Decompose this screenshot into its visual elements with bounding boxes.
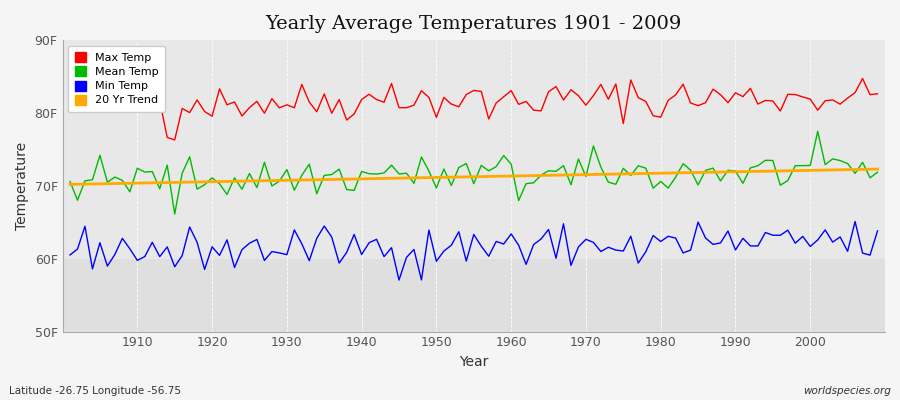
Text: worldspecies.org: worldspecies.org: [803, 386, 891, 396]
Bar: [62, 259, 885, 332]
X-axis label: Year: Year: [459, 355, 489, 369]
Title: Yearly Average Temperatures 1901 - 2009: Yearly Average Temperatures 1901 - 2009: [266, 15, 682, 33]
Y-axis label: Temperature: Temperature: [15, 142, 29, 230]
Legend: Max Temp, Mean Temp, Min Temp, 20 Yr Trend: Max Temp, Mean Temp, Min Temp, 20 Yr Tre…: [68, 46, 165, 112]
Text: Latitude -26.75 Longitude -56.75: Latitude -26.75 Longitude -56.75: [9, 386, 181, 396]
